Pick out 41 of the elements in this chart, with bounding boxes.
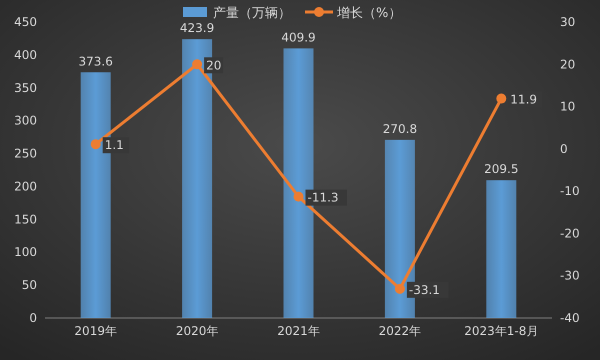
data-label: -33.1 bbox=[408, 282, 440, 297]
point bbox=[294, 192, 304, 202]
legend-label: 增长（%） bbox=[336, 6, 402, 21]
legend-label: 产量（万辆） bbox=[213, 6, 291, 21]
y2-tick-label: 10 bbox=[560, 100, 576, 114]
y-tick-label: 50 bbox=[22, 278, 37, 292]
point bbox=[496, 94, 506, 104]
y-tick-label: 400 bbox=[14, 48, 37, 62]
y2-tick-label: -10 bbox=[560, 184, 580, 198]
data-label: 20 bbox=[206, 58, 222, 72]
y-tick-label: 450 bbox=[14, 15, 37, 29]
x-tick-label: 2022年 bbox=[378, 324, 422, 338]
y-tick-label: 300 bbox=[14, 114, 37, 128]
y2-tick-label: -20 bbox=[560, 226, 580, 240]
data-label: 270.8 bbox=[382, 122, 418, 136]
y-tick-label: 150 bbox=[14, 212, 37, 226]
y2-tick-label: 30 bbox=[560, 15, 576, 29]
point bbox=[90, 139, 101, 150]
data-label: 423.9 bbox=[180, 21, 214, 36]
data-label: 1.1 bbox=[104, 138, 124, 152]
y-tick-label: 250 bbox=[14, 146, 37, 161]
data-label: 11.9 bbox=[510, 92, 538, 107]
data-label: 373.6 bbox=[78, 54, 113, 68]
x-tick-label: 2021年 bbox=[277, 324, 320, 338]
point bbox=[394, 284, 405, 294]
y-tick-label: 100 bbox=[14, 245, 37, 260]
point bbox=[192, 59, 202, 70]
x-tick-label: 2019年 bbox=[74, 324, 117, 338]
data-label: 409.9 bbox=[281, 30, 316, 44]
y-tick-label: 200 bbox=[14, 179, 37, 194]
y-tick-label: 0 bbox=[29, 311, 37, 325]
data-label: 209.5 bbox=[484, 162, 518, 176]
x-tick-label: 2020年 bbox=[176, 324, 218, 338]
y2-tick-label: -40 bbox=[560, 311, 580, 325]
y2-tick-label: 20 bbox=[560, 57, 576, 72]
y2-tick-label: -30 bbox=[560, 268, 580, 283]
x-tick-label: 2023年1-8月 bbox=[464, 324, 538, 338]
data-label: -11.3 bbox=[308, 190, 339, 205]
y-tick-label: 350 bbox=[14, 80, 37, 95]
bar bbox=[486, 180, 516, 318]
y2-tick-label: 0 bbox=[560, 142, 568, 156]
